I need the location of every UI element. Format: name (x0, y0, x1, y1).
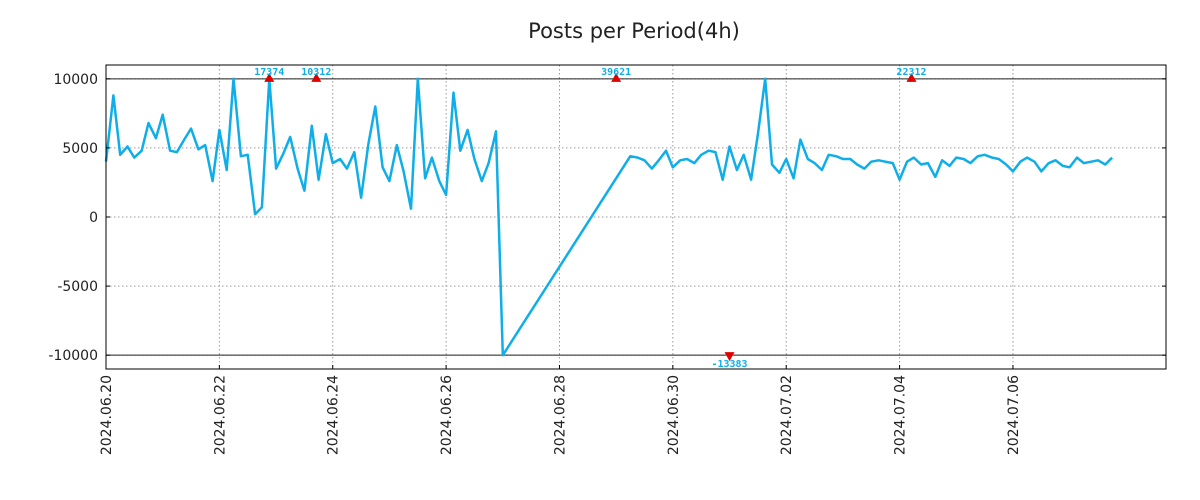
peak-label: 22312 (896, 67, 926, 78)
x-tick-label: 2024.06.24 (326, 375, 342, 455)
y-tick-label: 10000 (53, 72, 98, 88)
y-tick-label: -10000 (48, 348, 98, 364)
x-tick-label: 2024.06.22 (212, 375, 228, 455)
x-tick-label: 2024.06.30 (666, 375, 682, 455)
series-layer (104, 77, 1113, 357)
x-tick-label: 2024.06.28 (552, 375, 568, 455)
clip-marker-up (611, 72, 622, 82)
chart-title: Posts per Period(4h) (528, 19, 740, 43)
y-tick-label: 5000 (62, 141, 98, 157)
x-tick-label: 2024.06.26 (439, 375, 455, 455)
clip-lines (106, 78, 1166, 356)
x-tick-label: 2024.07.04 (893, 375, 909, 455)
y-tick-label: 0 (89, 210, 98, 226)
clip-marker-up (264, 72, 275, 82)
clip-marker-up (906, 72, 917, 82)
y-tick-label: -5000 (57, 279, 98, 295)
grid-layer (105, 65, 1166, 369)
marker-layer (264, 72, 917, 362)
clip-marker-up (311, 72, 322, 82)
plot-frame (105, 64, 1167, 370)
peak-label: 10312 (301, 67, 331, 78)
peak-label: -13383 (711, 359, 747, 370)
peak-label: 17374 (254, 67, 284, 78)
x-tick-label: 2024.07.02 (779, 375, 795, 455)
label-layer: 17374 10312 39621 -13383 22312 (254, 67, 926, 370)
clip-marker-down (724, 352, 735, 362)
x-tick-label: 2024.06.20 (99, 375, 115, 455)
series-line-posts (104, 77, 1113, 357)
x-tick-label: 2024.07.06 (1006, 375, 1022, 455)
peak-label: 39621 (601, 67, 631, 78)
